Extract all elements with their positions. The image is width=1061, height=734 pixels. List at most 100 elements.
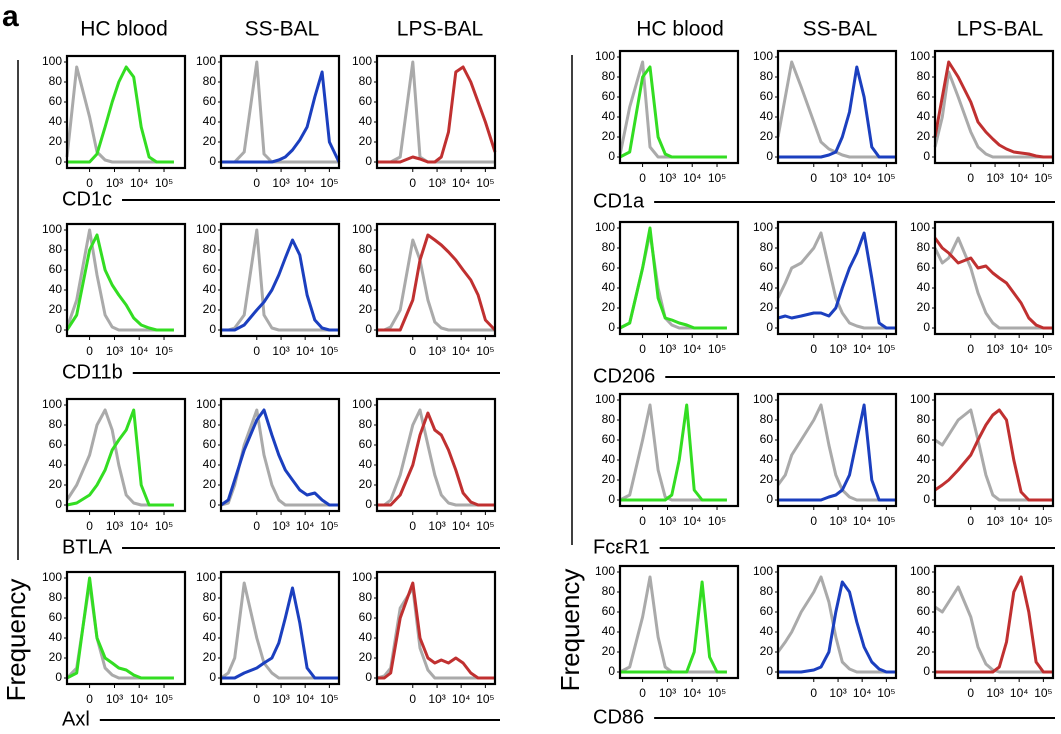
y-tick-label: 20 [760, 644, 774, 658]
histogram-line [934, 408, 1053, 502]
y-tick-label: 100 [196, 54, 216, 68]
histogram-line [620, 580, 727, 674]
histogram-line [778, 65, 896, 159]
x-tick-label: 10⁵ [1034, 171, 1052, 185]
y-tick-label: 60 [49, 262, 63, 276]
y-tick-label: 20 [602, 472, 616, 486]
y-tick-label: 20 [49, 477, 63, 491]
histogram-line [221, 586, 339, 680]
y-tick-label: 0 [923, 149, 930, 163]
y-axis-label: Frequency [555, 569, 585, 692]
panel-frame [618, 49, 740, 165]
y-tick-label: 40 [359, 630, 373, 644]
y-tick-label: 40 [917, 280, 931, 294]
x-tick-label: 10⁵ [877, 171, 895, 185]
histogram-line [933, 236, 1053, 330]
x-tick-label: 10⁵ [877, 342, 895, 356]
histogram-line [778, 580, 896, 674]
y-tick-label: 0 [365, 497, 372, 511]
x-tick-label: 10⁴ [683, 514, 702, 528]
x-tick-label: 10³ [272, 519, 289, 533]
y-tick-label: 20 [359, 302, 373, 316]
y-tick-label: 100 [352, 54, 372, 68]
y-tick-label: 0 [209, 154, 216, 168]
panel-frame [776, 220, 898, 336]
x-tick-label: 10⁴ [853, 686, 872, 700]
marker-label: CD206 [593, 365, 655, 387]
histogram-line [778, 403, 896, 502]
y-tick-label: 40 [359, 282, 373, 296]
column-header: SS-BAL [803, 18, 878, 41]
x-tick-label: 10³ [829, 342, 846, 356]
y-tick-label: 100 [196, 222, 216, 236]
x-tick-label: 0 [409, 692, 416, 706]
x-tick-label: 10⁴ [1010, 514, 1029, 528]
panel-frame [219, 54, 341, 170]
y-tick-label: 80 [203, 74, 217, 88]
x-tick-label: 10⁴ [130, 344, 149, 358]
y-tick-label: 80 [917, 584, 931, 598]
y-tick-label: 100 [595, 564, 615, 578]
y-tick-label: 0 [923, 664, 930, 678]
histogram-line [67, 65, 174, 164]
y-tick-label: 40 [602, 109, 616, 123]
panel-frame [618, 220, 740, 336]
y-tick-label: 0 [365, 670, 372, 684]
y-tick-label: 80 [602, 412, 616, 426]
y-tick-label: 80 [203, 417, 217, 431]
x-tick-label: 10⁵ [476, 344, 494, 358]
y-tick-label: 80 [602, 240, 616, 254]
y-axis-label: Frequency [1, 579, 31, 702]
x-tick-label: 10⁴ [683, 171, 702, 185]
x-tick-label: 10³ [829, 686, 846, 700]
histogram-line [776, 403, 896, 502]
x-tick-label: 0 [86, 519, 93, 533]
y-tick-label: 100 [910, 220, 930, 234]
x-tick-label: 10³ [659, 171, 676, 185]
x-tick-label: 0 [810, 514, 817, 528]
x-tick-label: 10⁵ [320, 176, 338, 190]
y-tick-label: 40 [917, 109, 931, 123]
x-tick-label: 10⁴ [1010, 342, 1029, 356]
x-tick-label: 0 [253, 692, 260, 706]
histogram-line [933, 237, 1053, 330]
panel-frame [219, 222, 341, 338]
y-tick-label: 20 [760, 300, 774, 314]
y-tick-label: 20 [203, 302, 217, 316]
panel-frame [375, 222, 497, 338]
marker-label: CD86 [593, 706, 644, 728]
panel-frame [219, 397, 341, 513]
x-tick-label: 10³ [272, 344, 289, 358]
y-tick-label: 80 [49, 590, 63, 604]
y-tick-label: 100 [595, 392, 615, 406]
y-tick-label: 0 [209, 670, 216, 684]
y-tick-label: 60 [917, 604, 931, 618]
y-tick-label: 80 [359, 417, 373, 431]
y-tick-label: 80 [602, 69, 616, 83]
y-tick-label: 100 [42, 570, 62, 584]
histogram-line [377, 411, 495, 507]
histogram-line [220, 408, 339, 507]
x-tick-label: 10⁵ [708, 342, 726, 356]
y-tick-label: 60 [359, 262, 373, 276]
x-tick-label: 10³ [106, 176, 123, 190]
y-tick-label: 40 [49, 114, 63, 128]
y-tick-label: 40 [602, 452, 616, 466]
x-tick-label: 10⁵ [476, 519, 494, 533]
histogram-line [65, 408, 174, 507]
x-tick-label: 10⁴ [296, 344, 315, 358]
y-tick-label: 40 [359, 457, 373, 471]
x-tick-label: 10³ [272, 176, 289, 190]
x-tick-label: 10³ [659, 686, 676, 700]
y-tick-label: 80 [917, 69, 931, 83]
y-tick-label: 60 [359, 94, 373, 108]
y-tick-label: 80 [760, 412, 774, 426]
histogram-line [377, 238, 495, 332]
x-tick-label: 0 [639, 342, 646, 356]
x-tick-label: 0 [409, 176, 416, 190]
y-tick-label: 60 [359, 610, 373, 624]
y-tick-label: 100 [753, 392, 773, 406]
y-tick-label: 0 [209, 497, 216, 511]
y-tick-label: 20 [917, 644, 931, 658]
x-tick-label: 10³ [106, 519, 123, 533]
